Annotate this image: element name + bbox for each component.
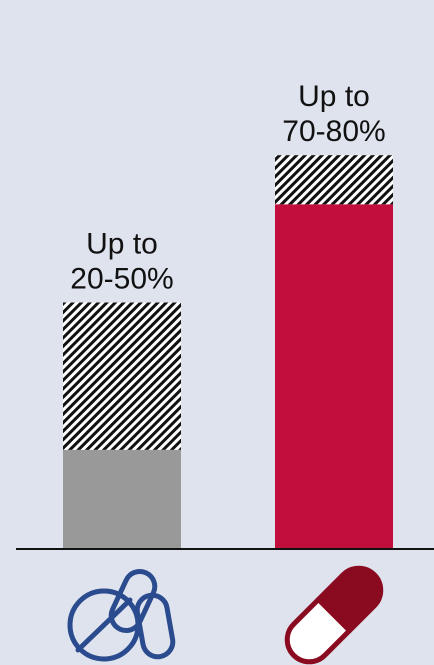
bar-1-solid <box>63 449 181 548</box>
bar-1-range <box>63 302 181 450</box>
bar-1-label-line-1: Up to <box>86 228 158 261</box>
bar-2-range <box>275 155 393 205</box>
bar-1-label-line-2: 20-50% <box>70 263 173 296</box>
bar-2-label-line-2: 70-80% <box>282 115 385 148</box>
tablets-icon <box>67 568 176 662</box>
capsule-icon <box>284 565 384 665</box>
bar-2-label-line-1: Up to <box>298 80 370 113</box>
bar-2-solid <box>275 204 393 549</box>
